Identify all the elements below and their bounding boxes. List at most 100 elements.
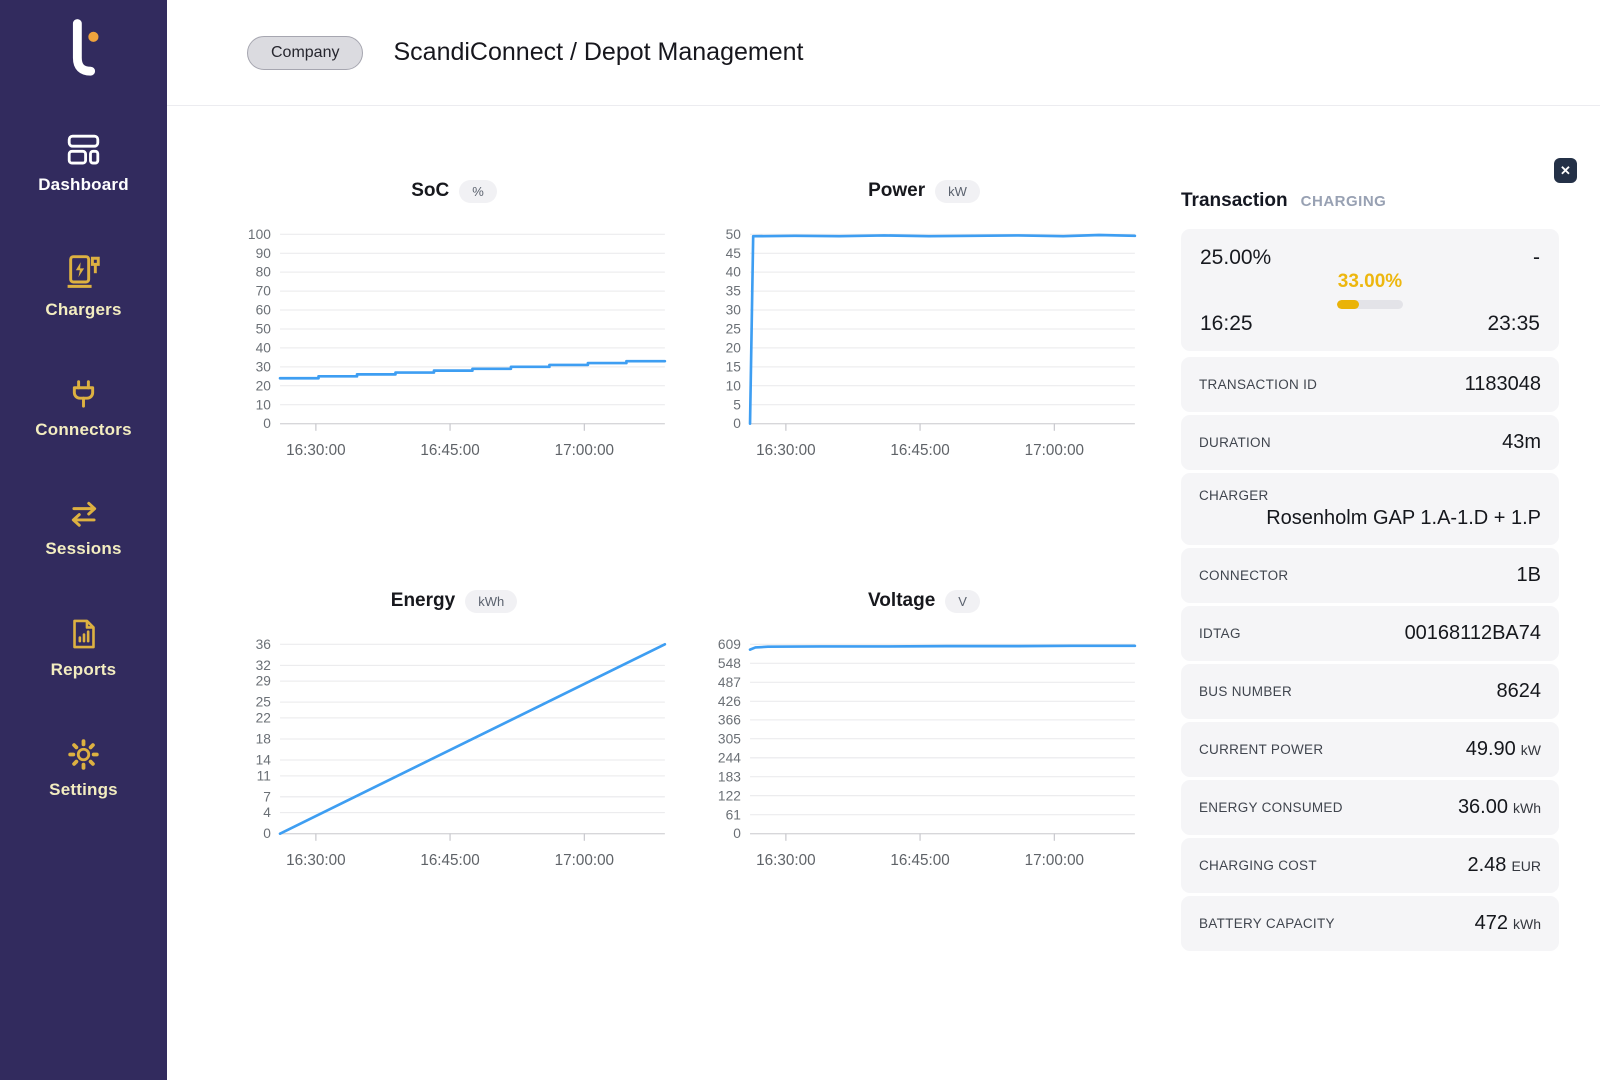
plug-icon xyxy=(67,378,100,411)
charging-summary-card: 25.00% - 33.00% 16:25 23:35 xyxy=(1181,229,1559,351)
row-value: 49.90 kW xyxy=(1465,738,1541,760)
svg-text:5: 5 xyxy=(733,397,741,412)
svg-text:45: 45 xyxy=(726,246,742,261)
svg-text:7: 7 xyxy=(263,790,271,805)
svg-text:426: 426 xyxy=(718,694,741,709)
transaction-row-transaction-id: TRANSACTION ID 1183048 xyxy=(1181,357,1559,412)
row-label: IDTAG xyxy=(1199,626,1241,641)
svg-text:40: 40 xyxy=(256,340,272,355)
sidebar: Dashboard Chargers xyxy=(0,0,167,1080)
svg-text:183: 183 xyxy=(718,770,741,785)
svg-text:17:00:00: 17:00:00 xyxy=(555,442,614,459)
row-value: 8624 xyxy=(1496,680,1542,702)
svg-text:50: 50 xyxy=(726,227,742,242)
transaction-row-energy-consumed: ENERGY CONSUMED 36.00 kWh xyxy=(1181,780,1559,835)
svg-text:15: 15 xyxy=(726,359,742,374)
svg-text:0: 0 xyxy=(263,827,271,842)
company-badge[interactable]: Company xyxy=(247,35,364,70)
close-panel-icon[interactable]: ✕ xyxy=(1554,158,1577,183)
row-value: 36.00 kWh xyxy=(1457,796,1541,818)
chart-header: Voltage V xyxy=(693,586,1155,616)
svg-text:36: 36 xyxy=(256,637,272,652)
row-label: BATTERY CAPACITY xyxy=(1199,916,1335,931)
svg-text:17:00:00: 17:00:00 xyxy=(1025,442,1084,459)
charts-grid: SoC % 0 10 20 30 40 50 60 70 80 90 100 16:30:00 16:4… xyxy=(223,176,1155,1080)
svg-text:10: 10 xyxy=(256,397,272,412)
svg-text:14: 14 xyxy=(256,753,272,768)
chart-card-power: Power kW 0 5 10 15 20 25 30 35 40 45 50 16:30:00 16:… xyxy=(693,176,1155,466)
svg-text:22: 22 xyxy=(256,711,271,726)
row-unit: EUR xyxy=(1511,858,1541,874)
chart-header: SoC % xyxy=(223,176,685,206)
svg-text:16:30:00: 16:30:00 xyxy=(286,853,345,870)
svg-text:487: 487 xyxy=(718,675,741,690)
svg-text:30: 30 xyxy=(726,303,742,318)
current-soc: 33.00% xyxy=(1337,271,1403,292)
svg-text:61: 61 xyxy=(726,808,741,823)
transaction-header: Transaction CHARGING xyxy=(1181,190,1577,212)
row-label: CHARGER xyxy=(1199,488,1269,503)
sidebar-item-reports[interactable]: Reports xyxy=(35,617,131,680)
svg-text:11: 11 xyxy=(257,769,271,784)
sidebar-nav: Dashboard Chargers xyxy=(35,133,132,800)
row-value: 00168112BA74 xyxy=(1404,622,1541,644)
sidebar-item-label: Sessions xyxy=(45,539,122,558)
row-label: CHARGING COST xyxy=(1199,858,1317,873)
svg-text:366: 366 xyxy=(718,713,741,728)
sidebar-item-settings[interactable]: Settings xyxy=(35,738,131,800)
gear-icon xyxy=(67,738,100,771)
main-area: Company ScandiConnect / Depot Management… xyxy=(167,0,1600,1080)
report-document-icon xyxy=(68,617,100,651)
top-bar: Company ScandiConnect / Depot Management xyxy=(167,0,1600,106)
sidebar-item-sessions[interactable]: Sessions xyxy=(35,498,131,559)
svg-text:18: 18 xyxy=(256,732,272,747)
svg-text:0: 0 xyxy=(733,827,741,842)
chart-unit-badge: kWh xyxy=(465,589,518,613)
sidebar-item-label: Settings xyxy=(49,780,118,799)
row-value: 2.48 EUR xyxy=(1467,854,1542,876)
transaction-row-duration: DURATION 43m xyxy=(1181,415,1559,470)
sidebar-item-label: Reports xyxy=(50,660,117,679)
svg-text:100: 100 xyxy=(248,227,271,242)
dashboard-icon xyxy=(67,133,100,166)
chart-card-voltage: Voltage V 0 61 122 183 244 305 366 426 487 548 609… xyxy=(693,586,1155,876)
brand-logo-icon xyxy=(72,19,99,76)
chart-card-soc: SoC % 0 10 20 30 40 50 60 70 80 90 100 16:30:00 16:4… xyxy=(223,176,685,466)
chart-title: SoC xyxy=(411,180,450,201)
transaction-row-connector: CONNECTOR 1B xyxy=(1181,548,1559,603)
chart-unit-badge: V xyxy=(945,589,980,613)
svg-text:16:45:00: 16:45:00 xyxy=(420,853,479,870)
svg-text:32: 32 xyxy=(256,658,271,673)
sidebar-item-chargers[interactable]: Chargers xyxy=(35,253,131,320)
transaction-row-charging-cost: CHARGING COST 2.48 EUR xyxy=(1181,838,1559,893)
charging-progress-bar xyxy=(1337,300,1403,309)
row-label: TRANSACTION ID xyxy=(1199,377,1318,392)
row-label: CONNECTOR xyxy=(1199,568,1289,583)
brand-logo[interactable] xyxy=(58,18,110,85)
chart-card-energy: Energy kWh 0 4 7 11 14 18 22 25 29 32 36 16:30:00 16… xyxy=(223,586,685,876)
sidebar-item-connectors[interactable]: Connectors xyxy=(35,378,132,440)
svg-text:548: 548 xyxy=(718,656,741,671)
row-value: 1B xyxy=(1516,564,1541,586)
chart-title: Voltage xyxy=(868,590,936,612)
content: SoC % 0 10 20 30 40 50 60 70 80 90 100 16:30:00 16:4… xyxy=(167,106,1600,1080)
svg-text:16:30:00: 16:30:00 xyxy=(756,853,815,870)
transaction-rows: TRANSACTION ID 1183048 DURATION 43m CHARGER R… xyxy=(1181,357,1559,951)
transaction-title: Transaction xyxy=(1181,190,1288,211)
svg-text:0: 0 xyxy=(733,416,741,431)
charging-station-icon xyxy=(66,253,102,291)
svg-text:0: 0 xyxy=(263,416,271,431)
row-label: CURRENT POWER xyxy=(1199,742,1324,757)
svg-text:70: 70 xyxy=(256,284,272,299)
transaction-row-charger: CHARGER Rosenholm GAP 1.A-1.D + 1.P xyxy=(1181,473,1559,545)
row-label: BUS NUMBER xyxy=(1199,684,1293,699)
row-label: DURATION xyxy=(1199,435,1271,450)
soc-chart-plot: 0 10 20 30 40 50 60 70 80 90 100 16:30:00 16:45:00 17… xyxy=(248,227,667,459)
voltage-chart-plot: 0 61 122 183 244 305 366 426 487 548 609 16:30:00 16… xyxy=(718,637,1137,870)
svg-text:244: 244 xyxy=(718,751,741,766)
svg-text:17:00:00: 17:00:00 xyxy=(555,853,614,870)
sidebar-item-dashboard[interactable]: Dashboard xyxy=(35,133,131,195)
row-label: ENERGY CONSUMED xyxy=(1199,800,1343,815)
chart-header: Energy kWh xyxy=(223,586,685,616)
chart-title: Energy xyxy=(390,590,456,612)
